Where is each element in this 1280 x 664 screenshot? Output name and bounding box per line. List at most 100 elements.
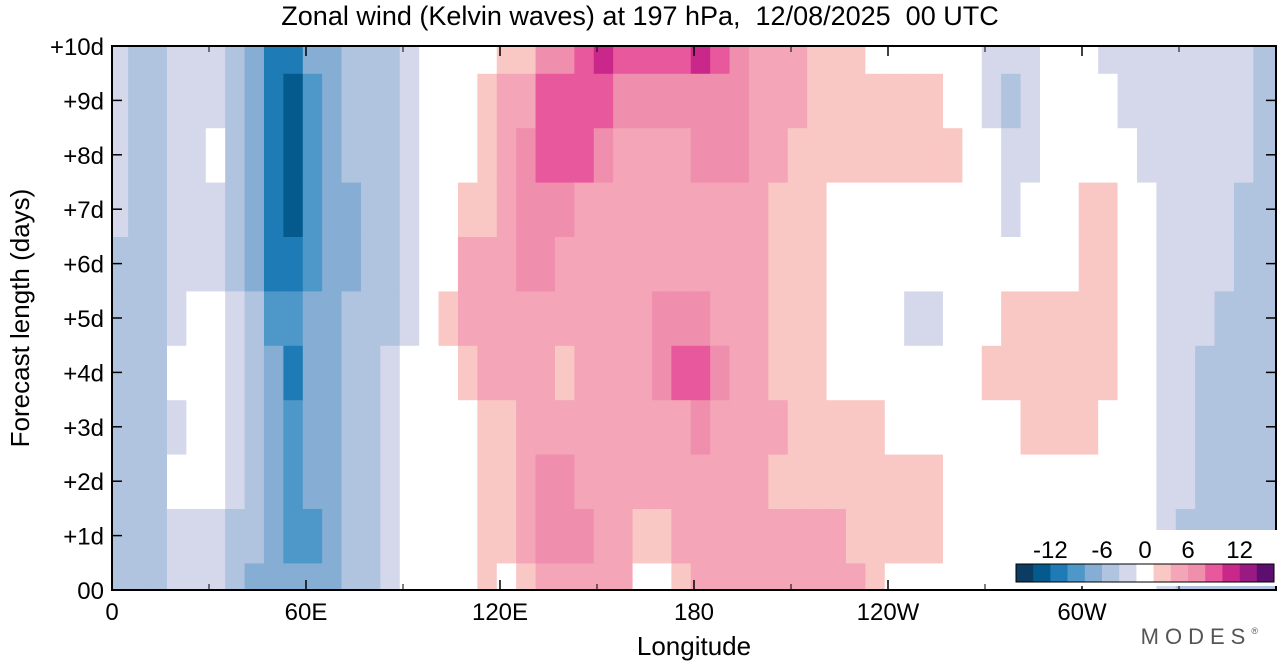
wind-cell xyxy=(1117,182,1138,237)
wind-cell xyxy=(263,46,284,74)
colorbar-swatch xyxy=(1050,564,1068,582)
wind-cell xyxy=(768,127,789,183)
wind-cell xyxy=(128,127,149,183)
wind-cell xyxy=(438,562,459,590)
wind-cell xyxy=(1253,73,1276,129)
wind-cell xyxy=(1098,345,1119,401)
wind-cell xyxy=(1098,182,1119,237)
wind-cell xyxy=(419,345,440,401)
wind-cell xyxy=(1195,236,1216,292)
wind-cell xyxy=(632,399,653,455)
wind-cell xyxy=(710,182,731,237)
wind-cell xyxy=(457,562,478,590)
wind-cell xyxy=(845,399,866,455)
wind-cell xyxy=(263,562,284,590)
colorbar-label: 12 xyxy=(1226,537,1253,564)
wind-cell xyxy=(496,46,517,74)
wind-cell xyxy=(302,562,323,590)
wind-cell xyxy=(360,290,381,346)
wind-cell xyxy=(225,46,246,74)
wind-cell xyxy=(516,562,537,590)
wind-cell xyxy=(438,127,459,183)
wind-cell xyxy=(826,454,847,509)
wind-cell xyxy=(1136,399,1157,455)
wind-cell xyxy=(128,562,149,590)
wind-cell xyxy=(690,127,711,183)
wind-cell xyxy=(496,182,517,237)
wind-cell xyxy=(419,73,440,129)
wind-cell xyxy=(128,182,149,237)
wind-cell xyxy=(554,345,575,401)
wind-cell xyxy=(1078,182,1099,237)
wind-cell xyxy=(147,562,168,590)
wind-cell xyxy=(496,73,517,129)
wind-cell xyxy=(1233,236,1254,292)
wind-cell xyxy=(1078,345,1099,401)
wind-cell xyxy=(962,508,983,564)
wind-cell xyxy=(787,236,808,292)
wind-cell xyxy=(438,46,459,74)
wind-cell xyxy=(1098,236,1119,292)
wind-cell xyxy=(671,290,692,346)
wind-cell xyxy=(360,562,381,590)
wind-cell xyxy=(807,236,828,292)
y-tick-label: +4d xyxy=(63,360,104,387)
wind-cell xyxy=(574,127,595,183)
wind-cell xyxy=(1233,182,1254,237)
wind-cell xyxy=(884,236,905,292)
wind-cell xyxy=(1214,345,1235,401)
wind-cell xyxy=(574,236,595,292)
wind-cell xyxy=(205,73,226,129)
wind-cell xyxy=(768,46,789,74)
wind-cell xyxy=(399,562,420,590)
wind-cell xyxy=(1078,127,1099,183)
wind-cell xyxy=(962,290,983,346)
wind-cell xyxy=(399,345,420,401)
wind-cell xyxy=(516,127,537,183)
wind-cell xyxy=(225,345,246,401)
wind-cell xyxy=(807,399,828,455)
wind-cell xyxy=(710,562,731,590)
wind-cell xyxy=(845,508,866,564)
wind-cell xyxy=(244,562,265,590)
wind-cell xyxy=(496,399,517,455)
wind-cell xyxy=(593,562,614,590)
colorbar-swatch xyxy=(1153,564,1172,582)
wind-cell xyxy=(729,73,750,129)
wind-cell xyxy=(380,454,401,509)
wind-cell xyxy=(419,182,440,237)
wind-cell xyxy=(186,508,207,564)
wind-cell xyxy=(1195,399,1216,455)
wind-cell xyxy=(419,399,440,455)
wind-cell xyxy=(671,73,692,129)
wind-cell xyxy=(923,46,944,74)
wind-cell xyxy=(322,562,343,590)
wind-cell xyxy=(112,46,129,74)
wind-cell xyxy=(981,290,1002,346)
wind-cell xyxy=(690,182,711,237)
wind-cell xyxy=(341,73,362,129)
wind-cell xyxy=(1214,290,1235,346)
wind-cell xyxy=(981,345,1002,401)
wind-cell xyxy=(710,454,731,509)
wind-cell xyxy=(981,46,1002,74)
wind-cell xyxy=(1195,345,1216,401)
wind-cell xyxy=(341,508,362,564)
wind-cell xyxy=(263,508,284,564)
wind-cell xyxy=(904,290,925,346)
colorbar-swatch xyxy=(1033,564,1051,582)
wind-cell xyxy=(477,399,498,455)
wind-cell xyxy=(419,508,440,564)
wind-cell xyxy=(438,73,459,129)
wind-cell xyxy=(186,236,207,292)
wind-cell xyxy=(845,127,866,183)
wind-cell xyxy=(244,73,265,129)
wind-cell xyxy=(768,508,789,564)
wind-cell xyxy=(360,345,381,401)
wind-cell xyxy=(826,562,847,590)
colorbar-label: -12 xyxy=(1033,537,1068,564)
wind-cell xyxy=(807,508,828,564)
wind-cell xyxy=(748,345,769,401)
wind-cell xyxy=(1117,345,1138,401)
wind-cell xyxy=(186,46,207,74)
